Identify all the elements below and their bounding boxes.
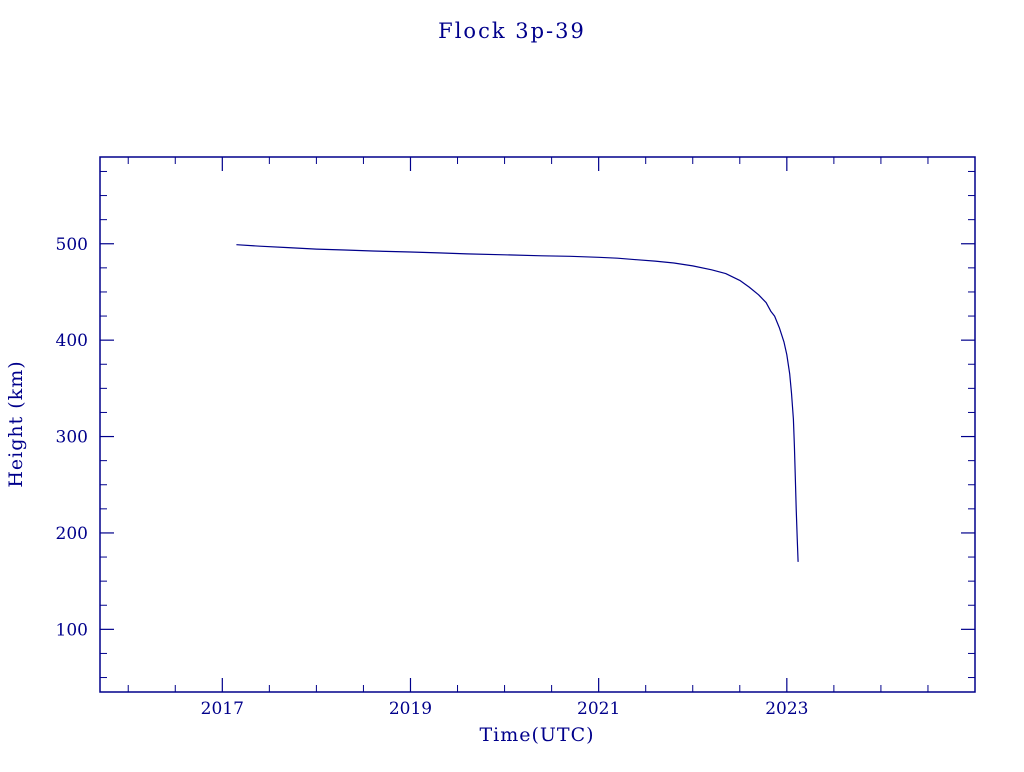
- series-orbital-height: [236, 244, 799, 562]
- plot-frame: [99, 156, 976, 693]
- x-tick-label: 2017: [201, 699, 244, 719]
- y-tick-label: 500: [56, 235, 88, 255]
- y-tick-label: 200: [56, 524, 88, 544]
- y-tick-label: 400: [56, 331, 88, 351]
- tick-labels: 2017 2019 2021 2023 100 200 300 400 500: [56, 235, 809, 719]
- axis-ticks: [100, 157, 975, 692]
- x-tick-label: 2019: [389, 699, 432, 719]
- x-tick-label: 2021: [577, 699, 620, 719]
- y-axis-label: Height (km): [5, 360, 27, 487]
- y-tick-label: 100: [56, 620, 88, 640]
- x-axis-label: Time(UTC): [479, 724, 594, 746]
- data-series-line: [236, 244, 799, 562]
- x-tick-label: 2023: [765, 699, 808, 719]
- chart-title: Flock 3p-39: [438, 19, 586, 43]
- y-tick-label: 300: [56, 428, 88, 448]
